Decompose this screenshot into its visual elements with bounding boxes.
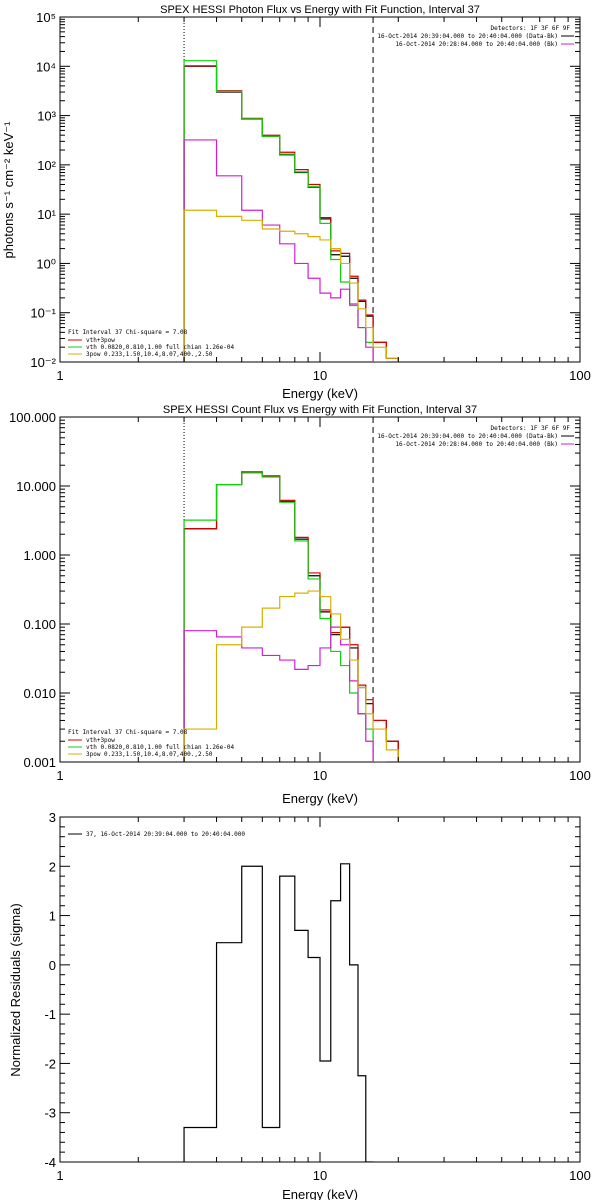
y-tick-label: 2: [49, 859, 56, 874]
panel1-header-detectors: Detectors: 1F 3F 6F 9F: [491, 25, 571, 32]
panel2-header-detectors: Detectors: 1F 3F 6F 9F: [491, 425, 571, 432]
series-yellow-histogram: [183, 590, 399, 762]
x-tick-label: 100: [569, 768, 591, 783]
y-tick-label: 3: [49, 810, 56, 825]
x-tick-label: 10: [313, 1168, 327, 1183]
panel1-legend-vth: vth 0.0820,0.810,1.00 full chian 1.26e-0…: [86, 344, 234, 351]
panel3-y-axis-label: Normalized Residuals (sigma): [8, 903, 23, 1076]
panel1-series: [183, 60, 399, 362]
panel3-x-ticks: 1 10 100: [56, 817, 591, 1183]
panel3-y-ticks: -4 -3 -2 -1 0 1 2 3: [44, 810, 580, 1170]
panel1-legend-3pow: 3pow 0.233,1.50,10.4,8.07,400.,2.50: [86, 351, 213, 358]
series-magenta-histogram: [183, 626, 387, 762]
panel1-header-data-interval: 16-Oct-2014 20:39:04.000 to 20:40:04.000…: [377, 33, 558, 40]
y-tick-label: 1.000: [23, 548, 56, 563]
y-tick-label: 0: [49, 958, 56, 973]
y-tick-label: 10²: [37, 158, 56, 173]
panel2-legend-fit-interval: Fit Interval 37 Chi-square = 7.08: [68, 729, 188, 736]
series-green-histogram: [183, 60, 387, 362]
y-tick-label: -4: [44, 1155, 56, 1170]
y-tick-label: 100.000: [9, 410, 56, 425]
panel1-header-bk-interval: 16-Oct-2014 20:28:04.000 to 20:40:04.000…: [395, 41, 558, 48]
panel1-x-axis-label: Energy (keV): [282, 386, 358, 401]
y-tick-label: 10¹: [37, 207, 56, 222]
y-tick-label: 10³: [37, 109, 56, 124]
series-green-histogram: [183, 472, 387, 762]
series-yellow-histogram: [183, 209, 399, 362]
panel2-vlines: [183, 417, 374, 762]
panel2-header-data-interval: 16-Oct-2014 20:39:04.000 to 20:40:04.000…: [377, 433, 558, 440]
x-tick-label: 1: [56, 1168, 63, 1183]
y-tick-label: 10⁵: [36, 10, 56, 25]
series-magenta-histogram: [183, 139, 387, 362]
x-tick-label: 100: [569, 368, 591, 383]
panel1-x-ticks: 1 10 100: [56, 17, 591, 383]
panel2-title: SPEX HESSI Count Flux vs Energy with Fit…: [163, 404, 477, 416]
y-tick-label: 10⁻¹: [30, 306, 56, 321]
panel3-x-axis-label: Energy (keV): [282, 1187, 358, 1200]
y-tick-label: -1: [44, 1007, 56, 1022]
panel2-legend-vth: vth 0.0820,0.810,1.00 full chian 1.26e-0…: [86, 744, 234, 751]
x-tick-label: 1: [56, 768, 63, 783]
y-tick-label: 0.001: [23, 755, 56, 770]
panel2-legend-3pow: 3pow 0.233,1.50,10.4,8.07,400.,2.50: [86, 751, 213, 758]
panel1-y-ticks: 10⁻² 10⁻¹ 10⁰ 10¹ 10² 10³ 10⁴ 10⁵: [30, 10, 580, 370]
series-black-histogram: [183, 863, 374, 1162]
y-tick-label: 0.010: [23, 686, 56, 701]
panel1-title: SPEX HESSI Photon Flux vs Energy with Fi…: [160, 4, 480, 16]
y-tick-label: 1: [49, 909, 56, 924]
panel1-legend-total: vth+3pow: [86, 337, 115, 344]
photon-flux-panel: SPEX HESSI Photon Flux vs Energy with Fi…: [1, 4, 591, 401]
x-tick-label: 10: [313, 368, 327, 383]
panel2-header-bk-interval: 16-Oct-2014 20:28:04.000 to 20:40:04.000…: [395, 441, 558, 448]
panel2-x-ticks: 1 10 100: [56, 417, 591, 783]
panel3-series: [183, 863, 374, 1162]
x-tick-label: 10: [313, 768, 327, 783]
y-tick-label: 10⁴: [36, 59, 56, 74]
x-tick-label: 1: [56, 368, 63, 383]
y-tick-label: 0.100: [23, 617, 56, 632]
residuals-panel: 1 10 100 -4 -3 -2 -1 0 1 2 3 Energy (keV) Normali…: [8, 810, 591, 1200]
y-tick-label: -2: [44, 1056, 56, 1071]
y-tick-label: -3: [44, 1106, 56, 1121]
count-flux-panel: SPEX HESSI Count Flux vs Energy with Fit…: [9, 404, 591, 806]
panel3-legend-label: 37, 16-Oct-2014 20:39:04.000 to 20:40:04…: [86, 831, 245, 838]
panel2-y-ticks: 0.001 0.010 0.100 1.000 10.000 100.000: [9, 410, 580, 770]
panel1-y-axis-label: photons s⁻¹ cm⁻² keV⁻¹: [1, 121, 16, 259]
series-red-histogram: [183, 471, 399, 762]
y-tick-label: 10⁻²: [30, 355, 56, 370]
x-tick-label: 100: [569, 1168, 591, 1183]
y-tick-label: 10.000: [16, 479, 56, 494]
panel2-legend-total: vth+3pow: [86, 737, 115, 744]
panel2-series: [183, 471, 399, 762]
panel1-legend-fit-interval: Fit Interval 37 Chi-square = 7.08: [68, 329, 188, 336]
y-tick-label: 10⁰: [36, 256, 56, 271]
panel2-x-axis-label: Energy (keV): [282, 791, 358, 806]
panel1-vlines: [183, 17, 374, 362]
